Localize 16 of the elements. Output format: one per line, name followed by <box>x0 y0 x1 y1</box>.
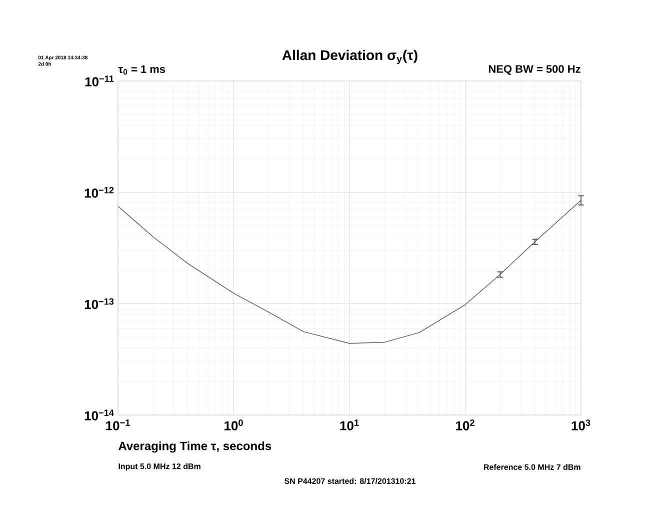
text: SN P44207 started: 8/17/201310:21 <box>284 478 416 484</box>
y-tick-label: 10$^{−13}$ <box>84 298 114 310</box>
x-tick-label: 10$^{1}$ <box>340 420 359 430</box>
y-tick-label: 10$^{−11}$ <box>85 76 114 86</box>
text: Input 5.0 MHz 12 dBm <box>118 463 200 471</box>
x-axis-title: Averaging Time τ, seconds <box>118 441 272 453</box>
y-tick-label: 10$^{−14}$ <box>84 410 114 420</box>
chart-title: Allan Deviation σ$_{y}$(τ) <box>282 50 418 64</box>
x-tick-label: 10$^{3}$ <box>572 420 590 430</box>
text: NEQ BW = 500 Hz <box>488 65 580 75</box>
text: Reference 5.0 MHz 7 dBm <box>484 464 580 470</box>
x-tick-label: 10$^{2}$ <box>456 420 474 430</box>
x-tick-label: 10$^{0}$ <box>224 420 243 430</box>
text: τ$_{0}$ = 1 ms <box>118 65 166 75</box>
y-tick-label: 10$^{−12}$ <box>84 186 114 198</box>
x-tick-label: 10$^{−1}$ <box>106 420 130 430</box>
